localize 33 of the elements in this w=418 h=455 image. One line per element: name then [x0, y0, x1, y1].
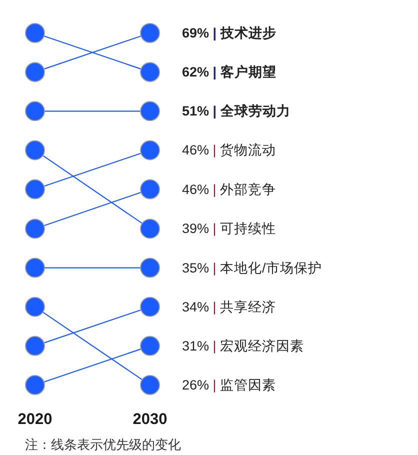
point: [140, 296, 160, 317]
series-label: 46% | 外部竞争: [182, 182, 276, 197]
series-label: 62% | 客户期望: [182, 64, 276, 80]
point: [140, 101, 160, 122]
point: [140, 375, 160, 395]
x-tick-label: 2020: [18, 411, 52, 428]
series-label: 39% | 可持续性: [182, 221, 276, 236]
series-label: 34% | 共享经济: [182, 299, 276, 314]
point: [25, 23, 45, 43]
point: [140, 62, 160, 82]
point: [25, 258, 45, 278]
series-label: 35% | 本地化/市场保护: [182, 260, 322, 276]
point: [25, 336, 45, 356]
point: [140, 258, 160, 278]
point: [140, 336, 160, 356]
series-label: 69% | 技术进步: [182, 26, 276, 40]
point: [140, 23, 160, 43]
text: 注：线条表示优先级的变化: [25, 437, 181, 452]
point: [25, 140, 45, 160]
point: [25, 179, 45, 200]
series-label: 26% | 监管因素: [182, 378, 276, 392]
point: [25, 375, 45, 395]
point: [25, 101, 45, 122]
point: [140, 140, 160, 160]
series-label: 46% | 货物流动: [182, 142, 276, 158]
point: [25, 62, 45, 82]
point: [25, 296, 45, 317]
x-tick-label: 2030: [132, 411, 168, 428]
series-label: 31% | 宏观经济因素: [182, 338, 304, 354]
point: [140, 218, 160, 239]
point: [140, 179, 160, 200]
point: [25, 218, 45, 239]
series-label: 51% | 全球劳动力: [182, 104, 290, 119]
